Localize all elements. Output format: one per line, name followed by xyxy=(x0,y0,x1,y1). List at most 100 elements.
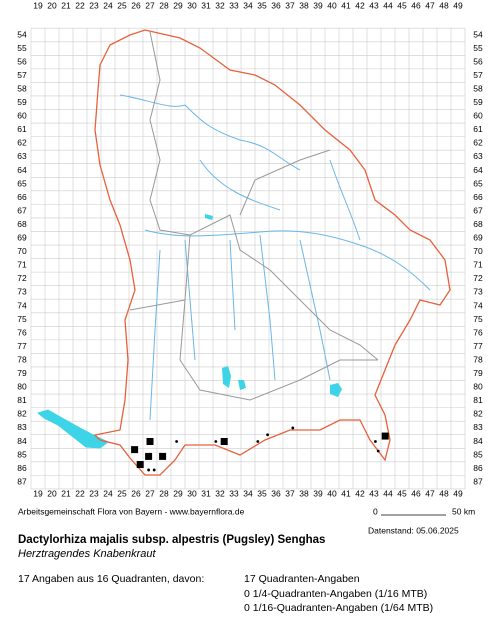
column-label: 46 xyxy=(411,488,421,498)
quadrant-record xyxy=(220,438,228,445)
column-label: 29 xyxy=(173,488,183,498)
column-label: 32 xyxy=(215,0,225,10)
point-record xyxy=(374,440,377,443)
row-label: 78 xyxy=(473,354,483,364)
row-label: 61 xyxy=(473,124,483,134)
row-label: 65 xyxy=(17,178,27,188)
state-border xyxy=(93,29,451,476)
row-label: 78 xyxy=(17,354,27,364)
count: 17 Quadranten-Angaben xyxy=(244,573,360,585)
row-label: 75 xyxy=(17,314,27,324)
row-label: 55 xyxy=(473,43,483,53)
row-label: 54 xyxy=(473,29,483,39)
quadrant-record xyxy=(146,438,154,445)
column-label: 42 xyxy=(355,0,365,10)
column-label: 26 xyxy=(131,0,141,10)
column-label: 41 xyxy=(341,0,351,10)
row-label: 85 xyxy=(473,449,483,459)
row-label: 71 xyxy=(17,260,27,270)
row-label: 81 xyxy=(473,395,483,405)
column-label: 31 xyxy=(201,0,211,10)
row-label: 70 xyxy=(17,246,27,256)
point-record xyxy=(266,433,269,437)
row-label: 64 xyxy=(17,165,27,175)
point-record xyxy=(147,468,151,472)
row-label: 79 xyxy=(17,368,27,378)
row-label: 66 xyxy=(473,192,483,202)
row-label: 85 xyxy=(17,449,27,459)
row-label: 60 xyxy=(17,111,27,121)
point-record xyxy=(376,449,380,453)
column-label: 19 xyxy=(33,0,43,10)
column-label: 32 xyxy=(215,488,225,498)
column-label: 38 xyxy=(299,0,309,10)
row-label: 56 xyxy=(17,56,27,66)
rivers xyxy=(119,94,431,421)
column-label: 25 xyxy=(117,488,127,498)
column-label: 27 xyxy=(145,0,155,10)
summary: 17 Angaben aus 16 Quadranten, davon: xyxy=(18,573,204,585)
grid xyxy=(30,27,466,490)
column-label: 33 xyxy=(229,0,239,10)
column-label: 43 xyxy=(369,0,379,10)
column-label: 25 xyxy=(117,0,127,10)
records xyxy=(131,426,389,472)
row-label: 72 xyxy=(473,273,483,283)
row-label: 66 xyxy=(17,192,27,202)
title: Dactylorhiza majalis subsp. alpestris (P… xyxy=(18,534,325,546)
column-label: 31 xyxy=(201,488,211,498)
column-label: 45 xyxy=(397,488,407,498)
column-label: 48 xyxy=(439,0,449,10)
row-label: 58 xyxy=(473,83,483,93)
row-label: 73 xyxy=(473,287,483,297)
column-label: 34 xyxy=(243,0,253,10)
scale-start: 0 xyxy=(373,506,378,516)
row-label: 72 xyxy=(17,273,27,283)
subtitle: Herztragendes Knabenkraut xyxy=(18,548,157,560)
column-label: 47 xyxy=(425,488,435,498)
column-label: 19 xyxy=(33,488,43,498)
row-label: 70 xyxy=(473,246,483,256)
column-label: 40 xyxy=(327,0,337,10)
column-label: 48 xyxy=(439,488,449,498)
column-label: 24 xyxy=(103,0,113,10)
column-label: 24 xyxy=(103,488,113,498)
column-label: 28 xyxy=(159,488,169,498)
column-label: 44 xyxy=(383,0,393,10)
column-label: 27 xyxy=(145,488,155,498)
column-label: 21 xyxy=(61,0,71,10)
row-label: 87 xyxy=(473,476,483,486)
date: Datenstand: 05.06.2025 xyxy=(368,525,459,535)
credit: Arbeitsgemeinschaft Flora von Bayern - w… xyxy=(18,506,245,516)
row-label: 79 xyxy=(473,368,483,378)
column-label: 28 xyxy=(159,0,169,10)
column-label: 47 xyxy=(425,0,435,10)
row-label: 83 xyxy=(17,422,27,432)
row-label: 62 xyxy=(473,138,483,148)
column-label: 42 xyxy=(355,488,365,498)
column-label: 37 xyxy=(285,0,295,10)
row-label: 74 xyxy=(473,300,483,310)
scale-end: 50 km xyxy=(452,506,475,516)
row-label: 87 xyxy=(17,476,27,486)
row-label: 80 xyxy=(473,382,483,392)
row-label: 56 xyxy=(473,56,483,66)
column-label: 41 xyxy=(341,488,351,498)
row-label: 77 xyxy=(473,341,483,351)
row-label: 61 xyxy=(17,124,27,134)
row-label: 67 xyxy=(17,205,27,215)
quadrant-record xyxy=(381,432,389,440)
column-label: 40 xyxy=(327,488,337,498)
column-label: 39 xyxy=(313,488,323,498)
row-label: 71 xyxy=(473,260,483,270)
row-label: 75 xyxy=(473,314,483,324)
column-label: 22 xyxy=(75,488,85,498)
point-record xyxy=(175,440,179,443)
column-label: 38 xyxy=(299,488,309,498)
row-label: 68 xyxy=(17,219,27,229)
row-label: 73 xyxy=(17,287,27,297)
column-label: 29 xyxy=(173,0,183,10)
row-label: 86 xyxy=(17,463,27,473)
quadrant-record xyxy=(136,461,144,469)
